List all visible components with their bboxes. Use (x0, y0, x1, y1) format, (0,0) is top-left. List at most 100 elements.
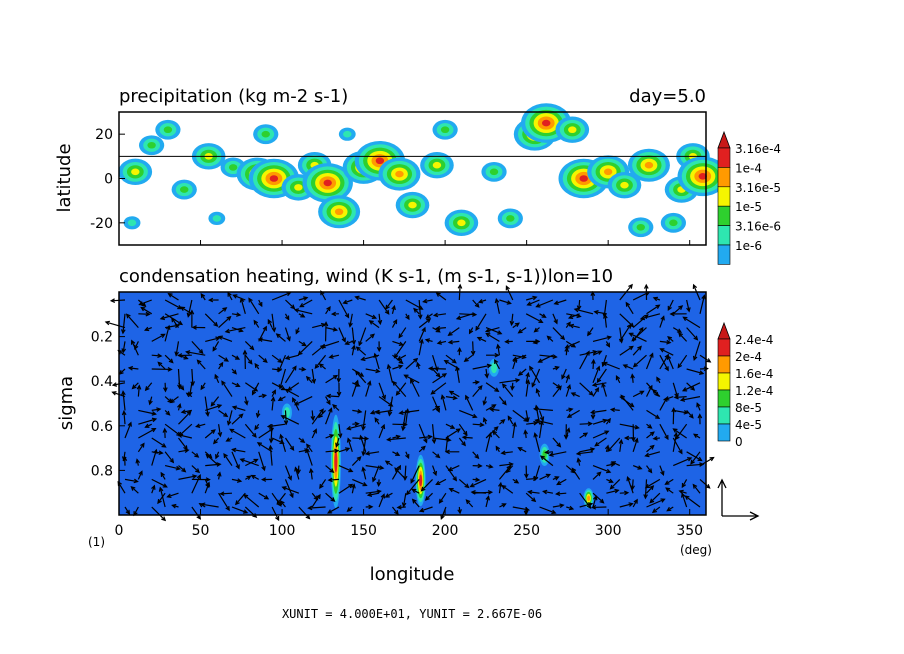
heating-contour-level (491, 362, 498, 374)
wind-arrow (297, 340, 313, 356)
wind-arrow (509, 313, 515, 327)
wind-arrow (250, 474, 260, 480)
precip-contour-level (636, 223, 645, 231)
wind-arrow (298, 506, 311, 520)
wind-arrow (185, 392, 193, 398)
wind-arrow (392, 451, 401, 456)
wind-arrow (258, 354, 268, 363)
legend-swatch (717, 355, 731, 374)
wind-arrow (318, 363, 326, 370)
wind-arrow (205, 453, 220, 467)
wind-arrow (592, 365, 601, 384)
wind-arrow (164, 409, 171, 416)
precip-cell (395, 191, 430, 219)
wind-arrow (699, 478, 711, 489)
wind-arrow (271, 354, 283, 364)
wind-arrow (354, 370, 367, 384)
wind-arrow (255, 410, 261, 419)
wind-arrow (124, 421, 132, 439)
wind-arrow (425, 313, 433, 319)
wind-arrow (552, 365, 560, 371)
wind-arrow (148, 396, 153, 406)
wind-arrow (251, 382, 260, 396)
wind-arrow (445, 428, 461, 439)
wind-arrow (231, 506, 249, 514)
wind-arrow (323, 321, 329, 342)
wind-arrow (335, 437, 340, 448)
wind-arrow (591, 358, 596, 370)
wind-arrow (444, 435, 450, 452)
wind-arrow (418, 338, 424, 356)
wind-arrow (458, 437, 466, 447)
wind-arrow (533, 327, 540, 333)
wind-arrow (659, 315, 665, 328)
wind-arrow (539, 313, 547, 318)
wind-arrow (410, 465, 420, 484)
wind-arrow (418, 326, 426, 342)
wind-arrow (138, 299, 152, 306)
wind-arrow (325, 448, 340, 454)
wind-arrow (386, 437, 406, 442)
wind-arrow (364, 451, 380, 456)
wind-arrow (267, 318, 273, 328)
wind-arrow (298, 437, 306, 444)
wind-arrow (191, 451, 200, 458)
legend-label: 1.2e-4 (735, 384, 773, 398)
condensation-y-tick-label: 0.6 (91, 419, 113, 435)
wind-arrow (231, 447, 246, 453)
wind-arrow (626, 475, 634, 494)
wind-arrow (485, 332, 500, 342)
wind-arrow (330, 311, 339, 317)
wind-arrow (644, 451, 661, 458)
wind-arrow (314, 354, 327, 370)
legend-swatch (717, 167, 731, 188)
wind-arrow (686, 382, 696, 391)
precip-cell (607, 171, 642, 199)
wind-arrow (284, 313, 290, 321)
wind-arrow (232, 294, 246, 301)
wind-arrow (384, 460, 393, 467)
wind-arrow (686, 451, 703, 462)
wind-arrow (258, 492, 270, 500)
wind-arrow (405, 313, 410, 321)
condensation-x-axis: 0 50 100 150 200 250 300 350 (115, 509, 703, 539)
legend-label: 1.6e-4 (735, 367, 773, 381)
condensation-title: condensation heating, wind (K s-1, (m s-… (119, 266, 613, 287)
wind-arrow (489, 407, 500, 412)
wind-arrow (686, 368, 705, 375)
legend-label: 3.16e-4 (735, 142, 781, 156)
precip-contour-level (644, 161, 654, 169)
wind-arrow (338, 327, 346, 343)
wind-arrow (196, 359, 206, 370)
wind-arrow (669, 311, 687, 317)
precip-contour-level (669, 219, 678, 227)
wind-arrow (427, 366, 446, 371)
wind-arrow (191, 465, 201, 474)
wind-arrow (404, 408, 410, 425)
wind-arrow (594, 437, 607, 447)
wind-arrow (579, 432, 589, 439)
precip-contour-level (343, 130, 352, 138)
wind-arrow (525, 410, 530, 423)
wind-arrow (476, 336, 487, 342)
wind-arrow (645, 352, 654, 370)
precip-cell (521, 103, 572, 143)
legend-swatch (717, 186, 731, 207)
wind-arrow (226, 410, 233, 426)
heating-feature (539, 443, 550, 466)
wind-arrow (673, 409, 689, 415)
wind-arrow (310, 410, 316, 422)
wind-arrow (681, 382, 701, 392)
wind-arrow (122, 455, 128, 466)
wind-arrow (424, 338, 433, 343)
legend-label: 2.4e-4 (735, 333, 773, 347)
precip-cell (420, 152, 454, 179)
wind-arrow (365, 504, 374, 510)
precip-cell (444, 209, 479, 237)
wind-arrow (327, 477, 339, 483)
wind-arrow (485, 464, 494, 469)
condensation-legend: 2.4e-4 2e-4 1.6e-4 1.2e-4 8e-5 4e-5 0 (717, 321, 773, 449)
wind-arrow (405, 357, 419, 370)
wind-arrow (216, 471, 222, 480)
condensation-x-tick-label: 250 (513, 523, 540, 539)
